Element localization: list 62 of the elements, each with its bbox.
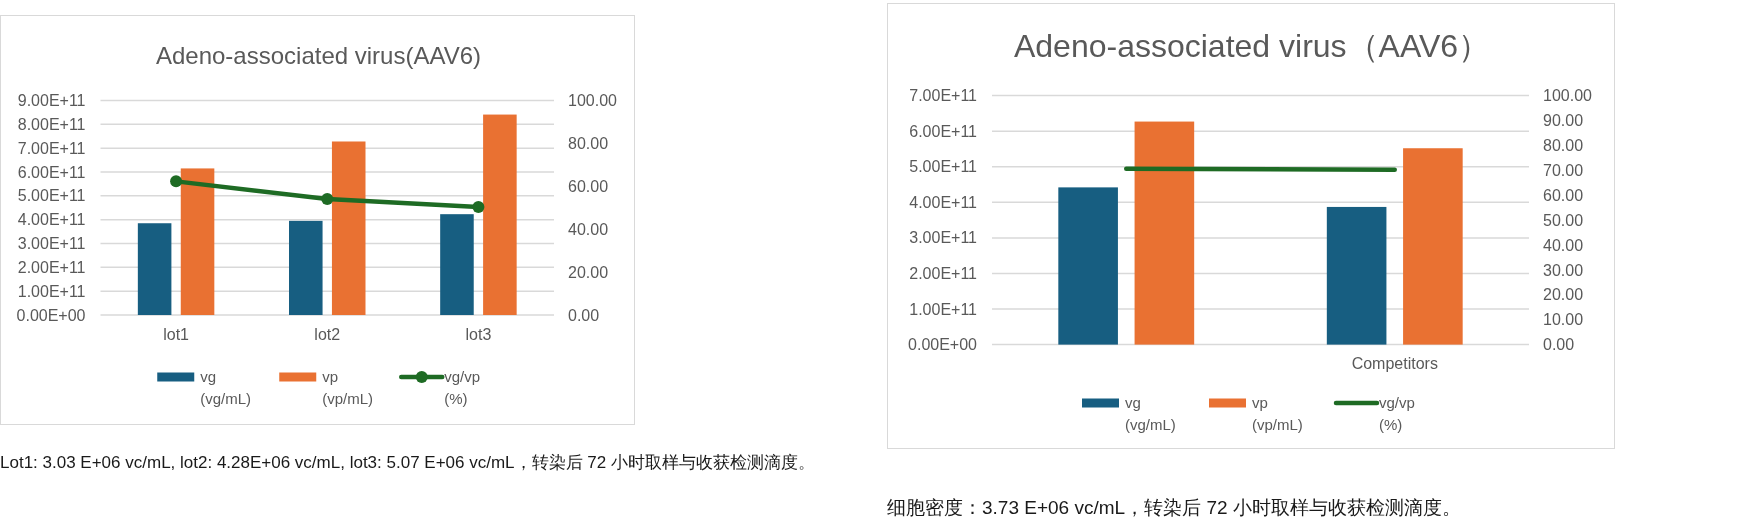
bar	[180, 168, 215, 315]
y-tick-label: 5.00E+11	[17, 187, 86, 205]
y-tick-label: 1.00E+11	[17, 282, 86, 300]
y2-tick-label: 20.00	[568, 263, 609, 281]
y2-tick-label: 40.00	[568, 220, 609, 238]
x-tick-label: lot2	[314, 325, 341, 343]
x-tick-label: lot3	[465, 325, 492, 343]
y-tick-label: 3.00E+11	[17, 235, 86, 253]
y2-tick-label: 10.00	[1543, 311, 1584, 329]
bar	[289, 220, 323, 315]
legend-label: vp (vp/mL)	[322, 368, 374, 408]
point	[321, 192, 334, 205]
text: 细胞密度：3.73 E+06 vc/mL，转染后 72 小时取样与收获检测滴度。	[887, 496, 1462, 520]
y-tick-label: 2.00E+11	[17, 258, 86, 276]
y2-tick-label: 40.00	[1543, 236, 1584, 254]
chart-title: Adeno-associated virus（AAV6）	[1013, 28, 1491, 64]
point	[170, 175, 183, 188]
legend-label: vg (vg/mL)	[200, 368, 252, 408]
y2-tick-label: 20.00	[1543, 286, 1584, 304]
y2-tick-label: 80.00	[1543, 137, 1584, 154]
y-tick-label: 4.00E+11	[909, 193, 978, 211]
y2-tick-label: 60.00	[1543, 186, 1584, 204]
y-tick-label: 2.00E+11	[909, 265, 978, 283]
y-tick-label: 3.00E+11	[909, 229, 978, 247]
x-tick-label: lot1	[163, 325, 190, 343]
legend-label: vp (vp/mL)	[1252, 394, 1303, 434]
chart-title: Adeno-associated virus(AAV6)	[155, 42, 482, 69]
y-tick-label: 7.00E+11	[17, 139, 86, 157]
y2-tick-label: 60.00	[568, 177, 609, 195]
y2-tick-label: 0.00	[1543, 336, 1575, 354]
y-tick-label: 5.00E+11	[909, 158, 978, 176]
y2-tick-label: 30.00	[1543, 261, 1584, 279]
y2-tick-label: 50.00	[1543, 211, 1584, 229]
y-tick-label: 6.00E+11	[909, 122, 978, 140]
y-tick-label: 0.00E+00	[908, 336, 978, 354]
y2-tick-label: 100.00	[1543, 87, 1593, 105]
bar	[137, 223, 172, 315]
bar	[483, 114, 517, 315]
point	[472, 200, 485, 213]
x-tick-label: Competitors	[1351, 354, 1438, 372]
bar	[1134, 121, 1195, 345]
text: Lot1: 3.03 E+06 vc/mL, lot2: 4.28E+06 vc/mL, lot3: 5.07 E+06 vc/mL，转染后 72 小时取样与收获检测滴度。	[0, 452, 816, 474]
bar	[1403, 148, 1463, 345]
legend-label: vg (vg/mL)	[1125, 394, 1176, 434]
bar	[1058, 187, 1118, 345]
y2-tick-label: 80.00	[568, 135, 609, 152]
legend-label: vg/vp (%)	[1379, 394, 1415, 434]
y2-tick-label: 100.00	[568, 92, 618, 110]
bar	[331, 141, 366, 315]
y2-tick-label: 70.00	[1543, 161, 1584, 179]
y-tick-label: 4.00E+11	[17, 211, 86, 229]
bar	[1326, 206, 1387, 345]
y-tick-label: 0.00E+00	[16, 306, 86, 324]
y2-tick-label: 90.00	[1543, 112, 1584, 130]
y2-tick-label: 0.00	[568, 306, 600, 324]
y-tick-label: 1.00E+11	[909, 300, 978, 318]
bar	[440, 214, 474, 315]
y-tick-label: 8.00E+11	[17, 115, 86, 133]
y-tick-label: 6.00E+11	[17, 163, 86, 181]
legend-label: vg/vp (%)	[444, 368, 481, 408]
y-tick-label: 7.00E+11	[909, 87, 978, 105]
y-tick-label: 9.00E+11	[17, 92, 86, 110]
